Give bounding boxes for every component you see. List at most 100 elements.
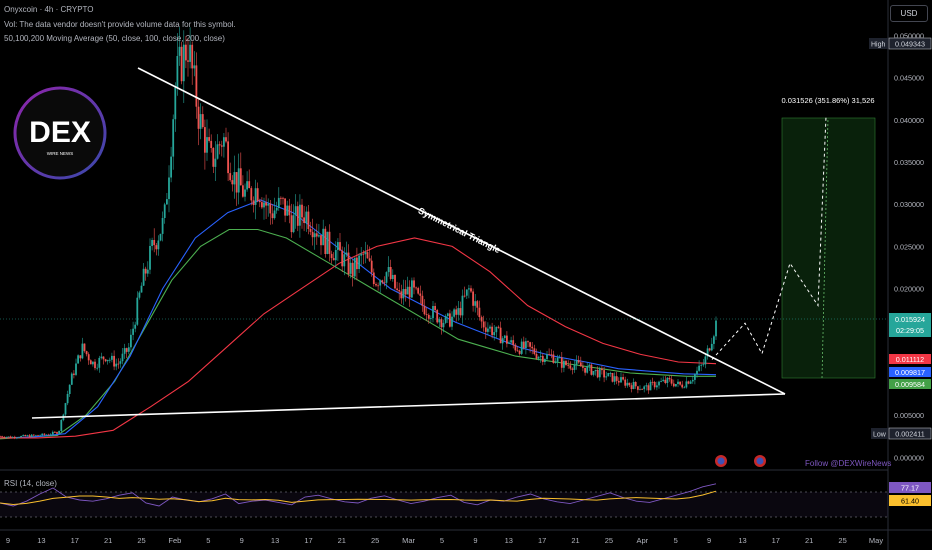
candle <box>70 373 73 385</box>
candle <box>552 354 555 363</box>
candle <box>480 317 483 322</box>
candle <box>195 65 198 107</box>
time-axis[interactable]: 9 13 17 21 25 Feb 5 9 13 17 21 25 Mar 5 9 13 17 21 25 Apr 5 9… <box>6 536 883 545</box>
candle <box>700 364 703 366</box>
candle <box>123 348 126 354</box>
candle <box>639 389 641 390</box>
candle <box>220 145 223 147</box>
candle <box>292 215 295 233</box>
candle <box>151 240 153 246</box>
candle <box>556 357 559 362</box>
candle <box>539 355 542 357</box>
candle <box>1 436 3 438</box>
candle <box>351 262 354 277</box>
candle <box>54 431 56 433</box>
candle <box>430 318 432 319</box>
dex-logo: DEX WIRE NEWS <box>13 86 107 180</box>
candle <box>487 328 489 332</box>
candle <box>506 335 508 344</box>
candle <box>121 353 124 362</box>
candle <box>339 242 341 251</box>
target-zone <box>781 117 876 379</box>
candle <box>391 275 394 279</box>
candle <box>455 309 458 315</box>
time-tick: 5 <box>206 536 210 545</box>
candle <box>233 172 236 185</box>
candle <box>47 434 50 436</box>
candle <box>252 200 255 205</box>
candle <box>586 366 589 373</box>
candle <box>493 332 496 336</box>
time-tick: 13 <box>271 536 279 545</box>
candle <box>191 44 194 69</box>
candle <box>5 436 8 438</box>
event-flag-2[interactable] <box>754 455 766 467</box>
candle <box>670 379 673 384</box>
candle <box>459 308 462 316</box>
candle <box>544 359 546 362</box>
candle <box>13 436 16 438</box>
candle <box>204 127 206 153</box>
candle <box>334 250 337 261</box>
candle <box>22 435 25 436</box>
rsi-ma-value: 61.40 <box>901 497 919 506</box>
candle <box>537 357 540 359</box>
candle <box>136 297 139 325</box>
candle <box>446 313 449 316</box>
candle <box>187 60 189 62</box>
candle <box>288 205 291 216</box>
candle <box>617 380 620 383</box>
candle <box>134 324 137 329</box>
time-tick: Mar <box>402 536 415 545</box>
candle <box>385 272 388 283</box>
candle <box>206 137 208 153</box>
candle <box>575 360 578 365</box>
candle <box>303 217 305 223</box>
candle <box>630 385 633 389</box>
time-tick: 17 <box>772 536 780 545</box>
candle <box>533 348 536 354</box>
candle <box>39 435 41 437</box>
candle <box>579 362 582 367</box>
candle <box>584 367 586 373</box>
ma-line-3 <box>0 237 717 439</box>
candle <box>497 326 500 328</box>
price-tick: 0.050000 <box>894 32 924 41</box>
symbol-title[interactable]: Onyxcoin · 4h · CRYPTO <box>4 5 94 14</box>
candle <box>472 291 474 306</box>
time-tick: 21 <box>338 536 346 545</box>
candle <box>411 280 413 298</box>
ma-legend[interactable]: 50,100,200 Moving Average (50, close, 10… <box>4 34 225 43</box>
triangle-upper-line[interactable] <box>137 67 786 395</box>
candle <box>37 435 39 436</box>
moving-averages <box>0 199 717 440</box>
candle <box>677 381 679 384</box>
price-axis[interactable]: 0.050000 0.045000 0.040000 0.035000 0.030000… <box>894 32 924 463</box>
event-flag-1[interactable] <box>715 455 727 467</box>
candle <box>263 202 265 208</box>
candle <box>620 377 622 383</box>
candle <box>180 46 183 82</box>
candle <box>212 148 215 167</box>
candle <box>94 361 96 369</box>
candle <box>377 285 379 287</box>
high-label: High <box>871 42 886 49</box>
target-arrow-line <box>821 117 829 379</box>
candle <box>609 373 612 374</box>
candle <box>512 340 515 345</box>
time-tick: May <box>869 536 883 545</box>
candle <box>372 272 375 284</box>
candle <box>394 275 396 289</box>
time-tick: 9 <box>6 536 10 545</box>
candle <box>451 316 453 327</box>
candle <box>223 137 225 147</box>
time-tick: 17 <box>304 536 312 545</box>
currency-button[interactable]: USD <box>890 5 928 22</box>
candle <box>299 204 301 226</box>
price-tick: 0.035000 <box>894 158 924 167</box>
candle <box>174 87 177 120</box>
candle <box>715 320 717 337</box>
triangle-lower-line[interactable] <box>31 393 786 419</box>
candle <box>406 286 409 295</box>
